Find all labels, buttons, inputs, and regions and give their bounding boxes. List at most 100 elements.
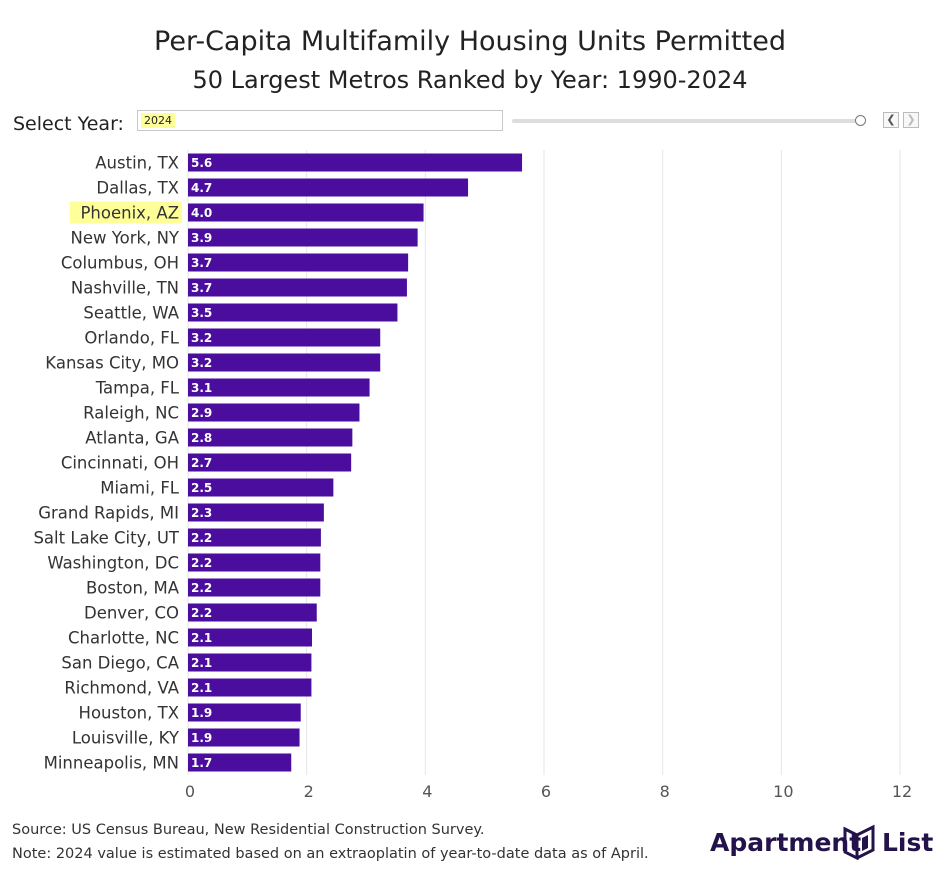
logo-text-list: List bbox=[882, 828, 934, 857]
bar bbox=[188, 578, 321, 597]
category-label: Nashville, TN bbox=[71, 279, 179, 298]
x-axis-ticks: 0 2 4 6 8 10 12 bbox=[185, 782, 912, 801]
bar-value-label: 1.9 bbox=[191, 706, 212, 720]
x-tick-label: 12 bbox=[892, 782, 912, 801]
bar bbox=[188, 403, 360, 422]
chevron-right-icon: ❯ bbox=[906, 113, 916, 126]
bar bbox=[188, 478, 334, 497]
category-label: Grand Rapids, MI bbox=[38, 504, 179, 523]
category-label: Charlotte, NC bbox=[68, 629, 179, 648]
x-tick-label: 2 bbox=[304, 782, 314, 801]
bar-value-label: 2.7 bbox=[191, 456, 212, 470]
category-label: Seattle, WA bbox=[83, 304, 179, 323]
bar bbox=[188, 303, 398, 322]
bar bbox=[188, 428, 353, 447]
bar-chart: 5.6 4.7 4.0 3.9 3.7 3.7 3.5 3.2 3.2 3.1 2.9 2.8 2.7 2… bbox=[33, 150, 912, 801]
bar-value-label: 3.1 bbox=[191, 381, 212, 395]
bar-value-label: 2.1 bbox=[191, 631, 212, 645]
category-label: Salt Lake City, UT bbox=[33, 529, 179, 548]
bar-value-label: 3.9 bbox=[191, 231, 212, 245]
bar-value-label: 3.5 bbox=[191, 306, 212, 320]
category-label: Kansas City, MO bbox=[45, 354, 179, 373]
x-tick-label: 8 bbox=[660, 782, 670, 801]
category-label: Austin, TX bbox=[95, 154, 179, 173]
x-tick-label: 0 bbox=[185, 782, 195, 801]
category-label: Raleigh, NC bbox=[83, 404, 179, 423]
bar-value-label: 4.0 bbox=[191, 206, 212, 220]
bars: 5.6 4.7 4.0 3.9 3.7 3.7 3.5 3.2 3.2 3.1 2.9 2.8 2.7 2… bbox=[188, 153, 523, 772]
bar bbox=[188, 753, 292, 772]
bar-value-label: 2.3 bbox=[191, 506, 212, 520]
bar-value-label: 2.2 bbox=[191, 556, 212, 570]
category-label: Houston, TX bbox=[79, 704, 179, 723]
bar bbox=[188, 678, 312, 697]
category-label: Tampa, FL bbox=[95, 379, 180, 398]
bar bbox=[188, 278, 407, 297]
category-label: Boston, MA bbox=[86, 579, 180, 598]
bar-value-label: 1.7 bbox=[191, 756, 212, 770]
year-select-value: 2024 bbox=[141, 113, 175, 128]
category-label: Atlanta, GA bbox=[85, 429, 179, 448]
bar-value-label: 2.8 bbox=[191, 431, 212, 445]
bar-value-label: 2.1 bbox=[191, 656, 212, 670]
bar bbox=[188, 228, 418, 247]
bar bbox=[188, 628, 313, 647]
bar-value-label: 2.2 bbox=[191, 581, 212, 595]
bar-value-label: 2.5 bbox=[191, 481, 212, 495]
category-label: Minneapolis, MN bbox=[44, 754, 179, 773]
bar bbox=[188, 553, 321, 572]
category-label: Cincinnati, OH bbox=[61, 454, 179, 473]
category-label: Phoenix, AZ bbox=[80, 204, 179, 223]
chart-title: Per-Capita Multifamily Housing Units Per… bbox=[154, 26, 786, 57]
apartment-list-logo-icon bbox=[843, 824, 875, 860]
bar bbox=[188, 528, 321, 547]
bar bbox=[188, 178, 469, 197]
bar-value-label: 3.7 bbox=[191, 281, 212, 295]
bar-value-label: 2.2 bbox=[191, 531, 212, 545]
bar bbox=[188, 353, 381, 372]
bar-value-label: 3.7 bbox=[191, 256, 212, 270]
previous-year-button[interactable]: ❮ bbox=[883, 112, 899, 128]
source-note: Source: US Census Bureau, New Residentia… bbox=[12, 822, 485, 838]
year-select-input[interactable]: 2024 bbox=[137, 110, 503, 131]
estimate-note: Note: 2024 value is estimated based on a… bbox=[12, 846, 649, 862]
bar bbox=[188, 153, 523, 172]
year-slider-handle[interactable] bbox=[855, 115, 866, 126]
year-slider-track[interactable] bbox=[512, 119, 860, 123]
bar bbox=[188, 653, 312, 672]
bar bbox=[188, 453, 352, 472]
bar bbox=[188, 728, 300, 747]
x-tick-label: 4 bbox=[422, 782, 432, 801]
x-tick-label: 10 bbox=[773, 782, 793, 801]
bar bbox=[188, 603, 317, 622]
bar-value-label: 3.2 bbox=[191, 356, 212, 370]
bar-value-label: 2.2 bbox=[191, 606, 212, 620]
bar-value-label: 2.9 bbox=[191, 406, 212, 420]
bar-value-label: 3.2 bbox=[191, 331, 212, 345]
bar-value-label: 5.6 bbox=[191, 156, 212, 170]
category-label: San Diego, CA bbox=[61, 654, 179, 673]
category-label: Orlando, FL bbox=[84, 329, 179, 348]
bar-value-label: 4.7 bbox=[191, 181, 212, 195]
category-label: Washington, DC bbox=[47, 554, 179, 573]
category-label: Denver, CO bbox=[84, 604, 179, 623]
category-label: Miami, FL bbox=[100, 479, 180, 498]
bar-value-label: 1.9 bbox=[191, 731, 212, 745]
select-year-label: Select Year: bbox=[13, 113, 124, 135]
next-year-button[interactable]: ❯ bbox=[903, 112, 919, 128]
bar bbox=[188, 253, 409, 272]
bar bbox=[188, 503, 324, 522]
category-labels: Austin, TX Dallas, TX Phoenix, AZ New York,… bbox=[33, 154, 182, 773]
category-label: New York, NY bbox=[71, 229, 180, 248]
bar-value-label: 2.1 bbox=[191, 681, 212, 695]
highlight-marker bbox=[69, 201, 182, 224]
bar bbox=[188, 703, 301, 722]
logo-text-apartment: Apartment bbox=[710, 828, 862, 857]
category-label: Richmond, VA bbox=[64, 679, 179, 698]
category-label: Columbus, OH bbox=[61, 254, 179, 273]
category-label: Dallas, TX bbox=[96, 179, 179, 198]
chevron-left-icon: ❮ bbox=[886, 113, 896, 126]
x-tick-label: 6 bbox=[541, 782, 551, 801]
bar bbox=[188, 328, 381, 347]
bar bbox=[188, 203, 424, 222]
